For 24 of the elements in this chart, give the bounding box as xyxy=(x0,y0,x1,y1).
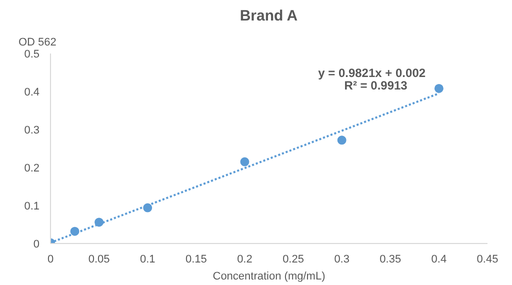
x-tick-label: 0.45 xyxy=(476,254,498,266)
x-tick-label: 0.4 xyxy=(431,254,447,266)
x-tick-label: 0.3 xyxy=(334,254,350,266)
point xyxy=(337,136,346,145)
y-tick-label: 0.1 xyxy=(24,200,40,212)
annotation: R² = 0.9913 xyxy=(344,78,408,93)
x-tick-label: 0.35 xyxy=(380,254,402,266)
x-tick-label: 0.15 xyxy=(185,254,207,266)
x-tick-label: 0 xyxy=(47,254,54,266)
x-tick-label: 0.2 xyxy=(237,254,252,266)
chart-title: Brand A xyxy=(240,8,298,24)
y-tick-label: 0.2 xyxy=(24,162,40,174)
point xyxy=(434,84,444,93)
annotation: y = 0.9821x + 0.002 xyxy=(318,66,426,80)
y-tick-label: 0.4 xyxy=(24,86,40,98)
y-tick-label: 0.3 xyxy=(24,124,40,136)
x-tick-label: 0.05 xyxy=(88,254,110,266)
y-tick-label: 0 xyxy=(33,238,40,250)
x-tick-label: 0.1 xyxy=(140,254,156,266)
point xyxy=(240,157,250,166)
x-axis-title: Concentration (mg/mL) xyxy=(212,270,326,282)
y-tick-label: 0.5 xyxy=(24,48,40,60)
y-axis-title: OD 562 xyxy=(18,36,56,48)
x-tick-label: 0.25 xyxy=(282,254,304,266)
